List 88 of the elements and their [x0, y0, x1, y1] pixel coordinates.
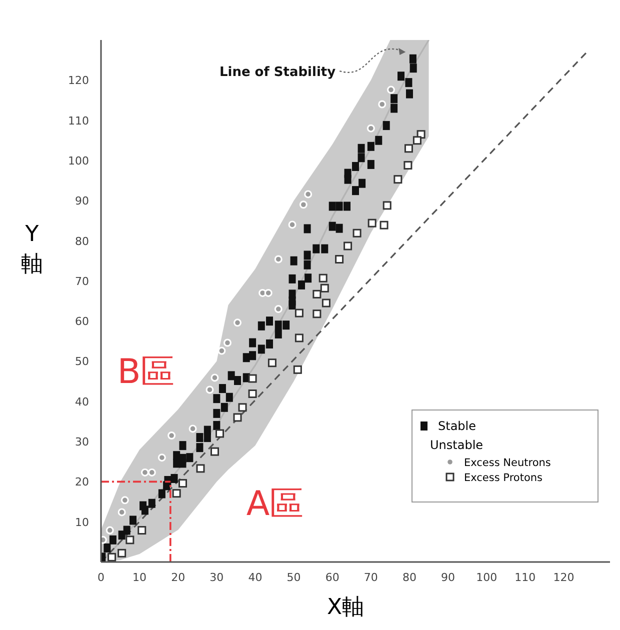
point [216, 429, 224, 438]
point [366, 124, 375, 132]
x-tick-label: 60 [325, 571, 340, 584]
point [318, 274, 328, 282]
x-axis-title: X軸 [326, 595, 364, 620]
annotation: Line of Stability [219, 65, 336, 80]
point [394, 175, 402, 184]
annotation: B區 [117, 352, 175, 392]
point [304, 190, 312, 198]
point [288, 220, 296, 229]
point [210, 374, 219, 382]
y-tick-label: 120 [68, 74, 89, 88]
y-tick-label: 30 [75, 436, 89, 449]
point [293, 365, 302, 374]
point [264, 288, 272, 297]
legend-label: Excess Protons [464, 472, 542, 484]
legend-label: Excess Neutrons [464, 457, 551, 469]
point [206, 386, 214, 394]
point [248, 374, 257, 383]
point [386, 86, 395, 94]
x-tick-label: 10 [132, 571, 147, 584]
x-tick-label: 110 [514, 571, 536, 584]
point [299, 200, 308, 209]
point [148, 468, 156, 476]
point [320, 284, 329, 292]
legend-label: Stable [438, 419, 476, 433]
point [158, 454, 166, 462]
x-tick-label: 80 [402, 571, 416, 584]
y-tick-label: 100 [68, 154, 89, 168]
y-tick-label: 80 [75, 234, 89, 248]
point [118, 548, 126, 558]
x-tick-label: 90 [441, 571, 456, 584]
annotation: A區 [246, 484, 304, 524]
point [380, 220, 388, 230]
point [382, 201, 392, 210]
point [196, 464, 205, 473]
y-tick-label: 90 [75, 194, 89, 208]
point [368, 218, 376, 228]
point [234, 318, 242, 327]
x-tick-label: 120 [553, 571, 574, 584]
annotation: Unstable [430, 438, 484, 452]
point [233, 413, 242, 422]
point [248, 390, 257, 398]
point [268, 358, 276, 368]
point [335, 254, 344, 264]
point [344, 242, 352, 250]
point [118, 508, 126, 516]
point [106, 526, 114, 534]
x-tick-label: 0 [98, 571, 104, 584]
point [352, 228, 362, 238]
point [188, 424, 197, 433]
point [223, 338, 232, 347]
y-tick-label: 20 [75, 476, 89, 489]
point [404, 161, 412, 170]
x-tick-label: 30 [210, 571, 224, 584]
point [108, 552, 116, 562]
point [294, 308, 304, 318]
point [210, 447, 220, 456]
point [138, 526, 146, 535]
x-tick-label: 70 [364, 571, 378, 584]
point [172, 489, 181, 498]
point [378, 100, 386, 108]
x-tick-label: 50 [286, 571, 301, 584]
y-tick-label: 50 [75, 355, 89, 368]
point [120, 496, 129, 504]
y-tick-label: 60 [75, 315, 89, 328]
point [168, 432, 176, 440]
point [294, 334, 304, 342]
y-tick-label: 40 [75, 395, 89, 408]
point [218, 346, 226, 355]
y-tick-label: 10 [75, 516, 89, 529]
x-tick-label: 40 [248, 571, 262, 584]
point [274, 255, 282, 264]
point [312, 290, 322, 298]
x-tick-label: 20 [171, 571, 186, 584]
point [238, 403, 247, 412]
y-axis-title: Y軸 [21, 222, 43, 277]
x-tick-label: 100 [476, 571, 498, 584]
y-tick-label: 110 [68, 114, 89, 128]
point [312, 310, 322, 318]
point [178, 479, 187, 488]
y-tick-label: 70 [75, 274, 89, 288]
point [140, 468, 149, 476]
point [274, 305, 282, 314]
point [412, 136, 422, 145]
point [322, 298, 330, 308]
point [126, 536, 134, 544]
point [404, 144, 413, 153]
